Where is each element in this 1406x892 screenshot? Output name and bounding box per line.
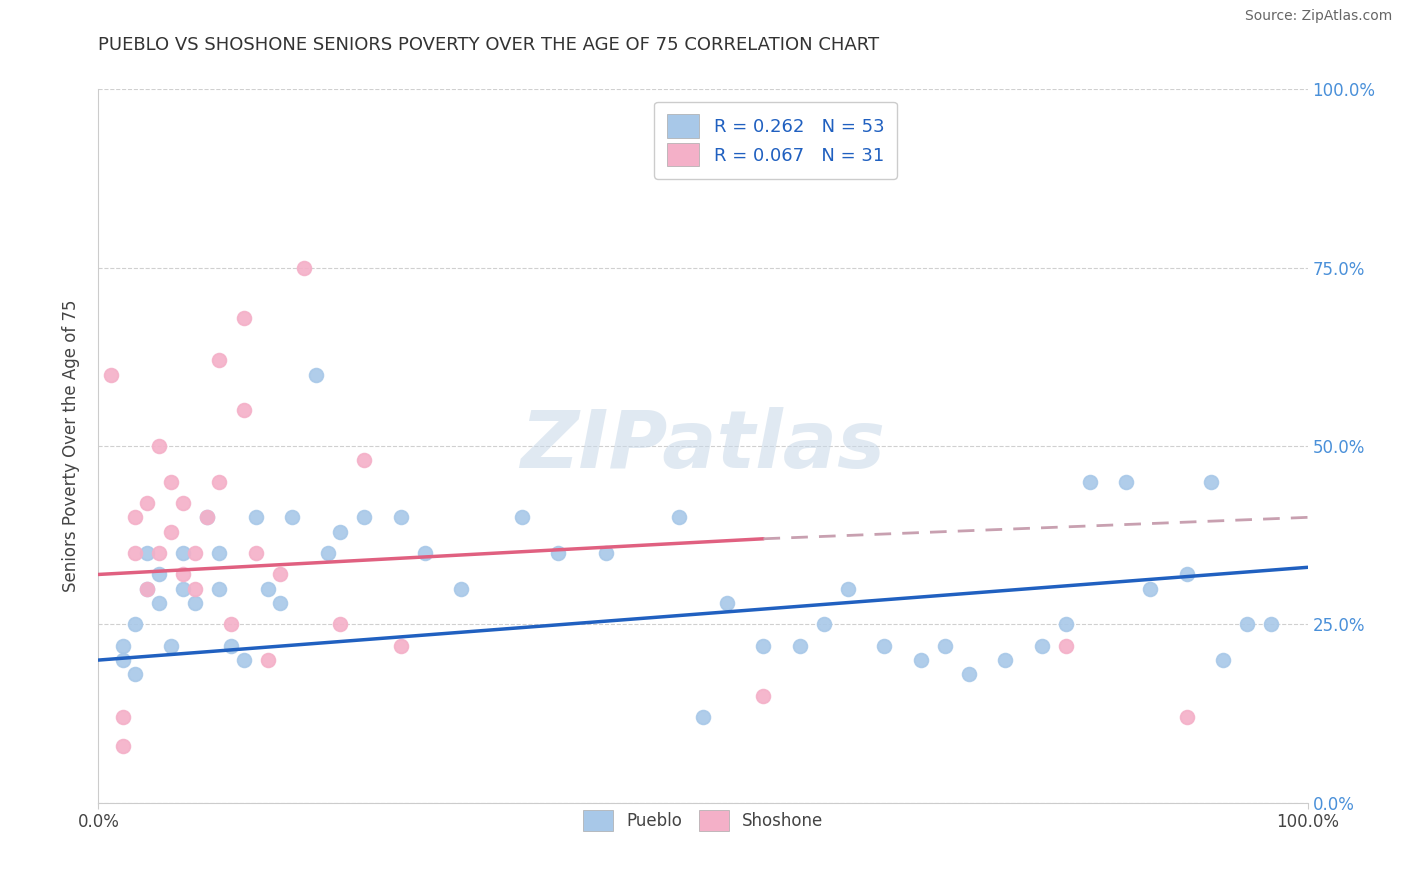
Point [208,582,231,596]
Point [256,653,278,667]
Point [1212,653,1234,667]
Point [305,368,328,382]
Point [124,546,146,560]
Point [873,639,896,653]
Text: ZIPatlas: ZIPatlas [520,407,886,485]
Point [160,524,183,539]
Point [245,546,267,560]
Point [221,617,243,632]
Point [716,596,738,610]
Point [208,353,231,368]
Point [148,596,170,610]
Point [752,689,775,703]
Point [221,639,243,653]
Point [172,567,194,582]
Point [547,546,569,560]
Point [232,310,254,325]
Point [910,653,932,667]
Point [450,582,472,596]
Point [413,546,436,560]
Point [316,546,339,560]
Text: Source: ZipAtlas.com: Source: ZipAtlas.com [1244,9,1392,23]
Point [208,546,231,560]
Point [1139,582,1161,596]
Point [208,475,231,489]
Point [281,510,304,524]
Point [1199,475,1222,489]
Point [789,639,811,653]
Point [510,510,533,524]
Point [813,617,835,632]
Point [1175,567,1198,582]
Legend: Pueblo, Shoshone: Pueblo, Shoshone [576,804,830,838]
Point [124,617,146,632]
Point [1236,617,1258,632]
Point [329,524,352,539]
Point [124,510,146,524]
Point [135,546,157,560]
Point [124,667,146,681]
Point [232,403,254,417]
Point [148,439,170,453]
Point [195,510,218,524]
Point [934,639,956,653]
Point [148,567,170,582]
Point [172,582,194,596]
Point [1175,710,1198,724]
Point [111,653,134,667]
Point [292,260,315,275]
Point [245,510,267,524]
Point [595,546,617,560]
Point [100,368,122,382]
Point [1031,639,1053,653]
Y-axis label: Seniors Poverty Over the Age of 75: Seniors Poverty Over the Age of 75 [62,300,80,592]
Point [957,667,980,681]
Point [353,510,375,524]
Point [1260,617,1282,632]
Point [1115,475,1137,489]
Point [994,653,1017,667]
Point [1054,639,1077,653]
Point [148,546,170,560]
Point [329,617,352,632]
Point [1078,475,1101,489]
Point [389,510,412,524]
Point [1054,617,1077,632]
Point [752,639,775,653]
Point [269,567,291,582]
Point [111,739,134,753]
Point [111,639,134,653]
Point [195,510,218,524]
Point [160,639,183,653]
Point [256,582,278,596]
Text: PUEBLO VS SHOSHONE SENIORS POVERTY OVER THE AGE OF 75 CORRELATION CHART: PUEBLO VS SHOSHONE SENIORS POVERTY OVER … [98,36,880,54]
Point [111,710,134,724]
Point [135,496,157,510]
Point [135,582,157,596]
Point [668,510,690,524]
Point [172,546,194,560]
Point [160,475,183,489]
Point [184,582,207,596]
Point [172,496,194,510]
Point [184,546,207,560]
Point [353,453,375,467]
Point [389,639,412,653]
Point [837,582,859,596]
Point [692,710,714,724]
Point [232,653,254,667]
Point [184,596,207,610]
Point [269,596,291,610]
Point [135,582,157,596]
